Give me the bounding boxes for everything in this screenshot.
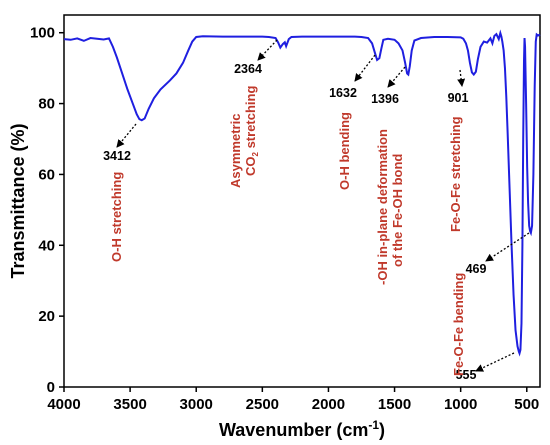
x-tick-label: 3000 bbox=[180, 396, 213, 413]
svg-text:of the Fe-OH bond: of the Fe-OH bond bbox=[390, 154, 405, 267]
peak-label-1396: 1396 bbox=[371, 92, 399, 106]
peak-label-3412: 3412 bbox=[103, 149, 131, 163]
y-tick-label: 80 bbox=[38, 96, 55, 113]
arrow-3412 bbox=[116, 123, 137, 148]
arrow-1396 bbox=[387, 66, 406, 88]
plot-frame bbox=[63, 14, 541, 388]
y-tick-label: 40 bbox=[38, 237, 55, 254]
peak-label-2364: 2364 bbox=[234, 62, 262, 76]
annotation-fe-o-fe-bending: Fe-O-Fe bending bbox=[451, 273, 466, 376]
x-tick-label: 2500 bbox=[246, 396, 279, 413]
y-tick-label: 60 bbox=[38, 166, 55, 183]
peak-label-1632: 1632 bbox=[329, 86, 357, 100]
svg-text:-OH in-plane deformation: -OH in-plane deformation bbox=[375, 129, 390, 285]
y-tick-label: 0 bbox=[47, 379, 55, 396]
arrow-1632 bbox=[354, 54, 376, 82]
svg-text:Asymmetric: Asymmetric bbox=[228, 114, 243, 188]
arrow-555 bbox=[475, 352, 515, 372]
annotation-oh-bending: O-H bending bbox=[337, 112, 352, 190]
x-tick-label: 2000 bbox=[312, 396, 345, 413]
peak-arrows bbox=[116, 39, 530, 372]
arrow-469 bbox=[485, 232, 530, 262]
x-tick-label: 4000 bbox=[47, 396, 80, 413]
x-axis-ticks: 4000 3500 3000 2500 2000 1500 1000 500 bbox=[47, 387, 539, 413]
y-tick-label: 100 bbox=[30, 25, 55, 42]
annotation-fe-o-fe-stretching: Fe-O-Fe stretching bbox=[448, 116, 463, 232]
x-tick-label: 1000 bbox=[444, 396, 477, 413]
peak-label-555: 555 bbox=[456, 368, 477, 382]
arrow-901 bbox=[457, 69, 466, 87]
x-tick-label: 3500 bbox=[113, 396, 146, 413]
annotation-co2-stretching: Asymmetric CO2 stretching bbox=[228, 86, 260, 188]
y-axis-title: Transmittance (%) bbox=[8, 123, 28, 278]
annotation-fe-oh-deformation: -OH in-plane deformation of the Fe-OH bo… bbox=[375, 129, 405, 285]
x-tick-label: 1500 bbox=[378, 396, 411, 413]
y-tick-label: 20 bbox=[38, 308, 55, 325]
svg-text:CO2 stretching: CO2 stretching bbox=[243, 86, 260, 176]
transmittance-series-line bbox=[63, 29, 541, 357]
annotation-oh-stretching: O-H stretching bbox=[109, 172, 124, 262]
arrow-2364 bbox=[257, 39, 278, 61]
peak-label-901: 901 bbox=[448, 91, 469, 105]
peak-label-469: 469 bbox=[466, 262, 487, 276]
x-axis-title: Wavenumber (cm-1) bbox=[219, 418, 385, 440]
x-tick-label: 500 bbox=[514, 396, 539, 413]
y-axis-ticks: 0 20 40 60 80 100 bbox=[30, 25, 64, 396]
